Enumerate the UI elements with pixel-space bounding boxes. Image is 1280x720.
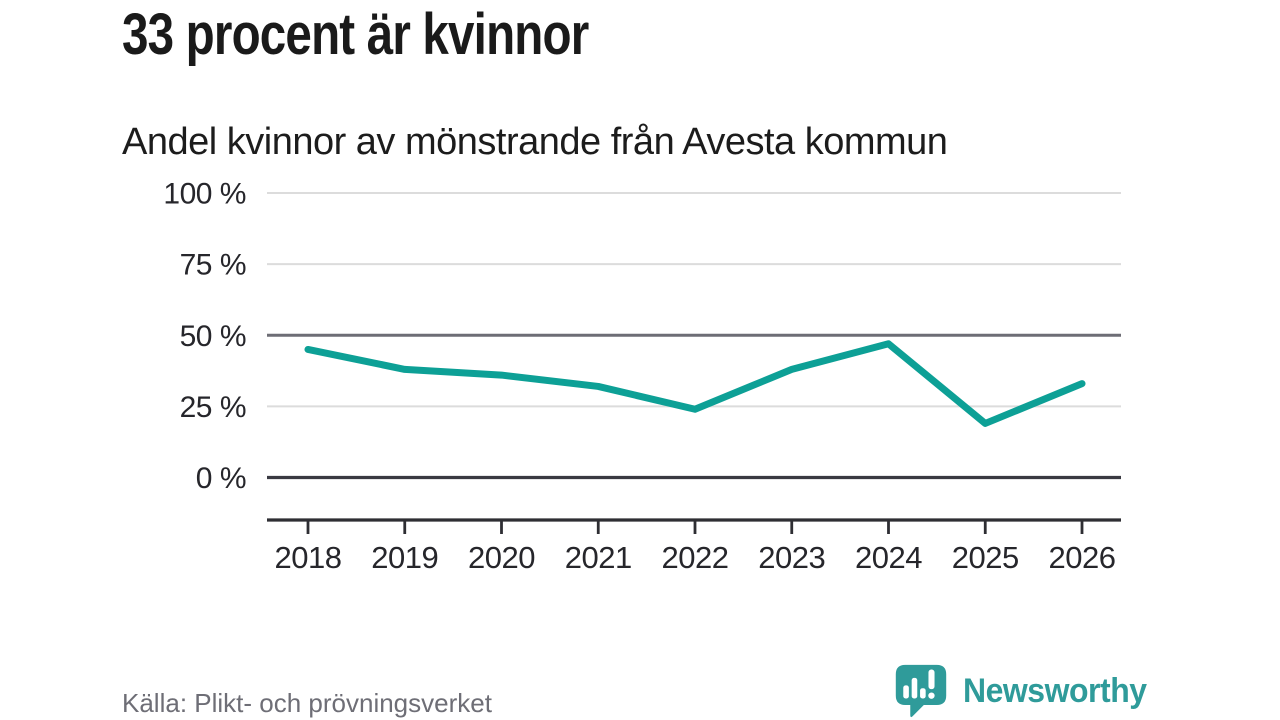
x-axis-label: 2020 [468,540,535,575]
y-axis-label: 0 % [196,462,246,495]
y-axis-label: 75 % [180,249,246,282]
x-axis-label: 2019 [371,540,438,575]
x-axis-label: 2025 [952,540,1019,575]
y-axis-label: 25 % [180,391,246,424]
x-axis-label: 2024 [855,540,922,575]
y-axis-label: 50 % [180,320,246,353]
x-axis-label: 2018 [275,540,342,575]
brand-name: Newsworthy [962,671,1147,710]
chart-subtitle: Andel kvinnor av mönstrande från Avesta … [122,121,948,163]
x-axis-label: 2021 [565,540,632,575]
source-note: Källa: Plikt- och prövningsverket [122,688,492,718]
brand-logo: Newsworthy [892,663,1158,719]
chart-title: 33 procent är kvinnor [122,2,589,67]
y-axis-label: 100 % [163,178,246,211]
data-line-Andel kvinnor av mönstrande (%) [304,340,1086,427]
x-axis-label: 2023 [758,540,825,575]
x-axis-label: 2026 [1049,540,1116,575]
x-axis-label: 2022 [662,540,729,575]
bar-chart-speech-bubble-icon [895,664,946,718]
